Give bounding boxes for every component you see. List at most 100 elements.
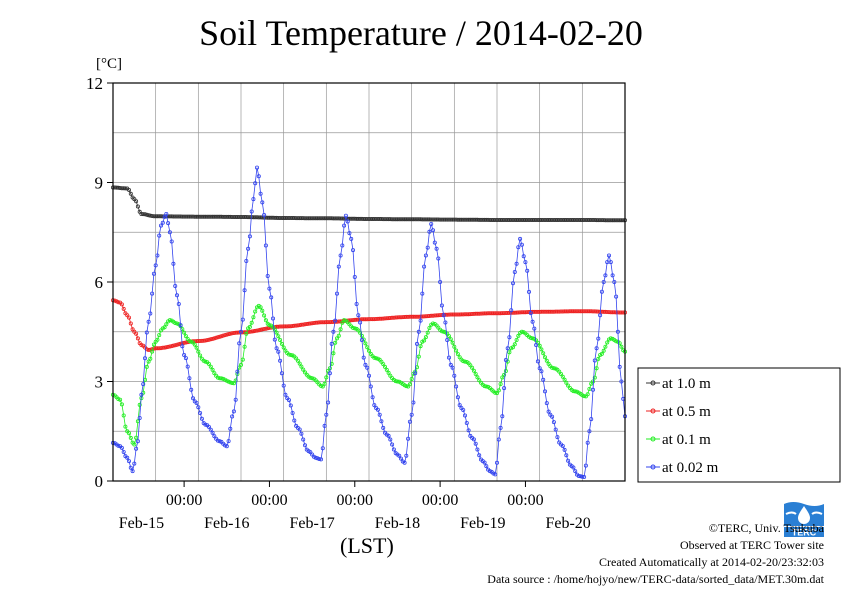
data-point <box>560 374 565 379</box>
data-point <box>226 332 231 337</box>
data-point <box>525 268 530 273</box>
data-point <box>128 435 133 440</box>
data-point <box>299 216 304 221</box>
data-point <box>324 375 329 380</box>
data-point <box>128 191 133 196</box>
data-point <box>134 331 139 336</box>
data-point <box>148 213 153 218</box>
data-point <box>313 455 318 460</box>
data-point <box>427 229 432 234</box>
legend-swatch-marker <box>650 408 656 414</box>
data-point <box>450 365 455 370</box>
legend-label: at 0.02 m <box>662 460 719 476</box>
data-point <box>281 345 286 350</box>
data-point <box>212 336 217 341</box>
data-point <box>475 375 480 380</box>
data-point <box>169 344 174 349</box>
data-point <box>119 445 124 450</box>
data-point <box>210 336 215 341</box>
data-point <box>116 300 121 305</box>
data-point <box>404 453 409 458</box>
data-point <box>510 281 515 286</box>
data-point <box>327 371 332 376</box>
data-point <box>160 220 165 225</box>
data-point <box>244 258 249 263</box>
data-point <box>500 375 505 380</box>
data-point <box>407 382 412 387</box>
data-point <box>301 322 306 327</box>
data-point <box>502 386 507 391</box>
data-point <box>308 321 313 326</box>
data-point <box>162 214 167 219</box>
data-point <box>199 416 204 421</box>
data-point <box>395 217 400 222</box>
data-point <box>493 472 498 477</box>
data-point <box>148 311 153 316</box>
data-point <box>212 371 217 376</box>
data-point <box>358 330 363 335</box>
data-point <box>350 318 355 323</box>
data-point <box>555 435 560 440</box>
data-point <box>308 216 313 221</box>
chart-title: Soil Temperature / 2014-02-20 <box>199 13 643 53</box>
credit-copyright: ©TERC, Univ. Tsukuba <box>708 521 824 535</box>
data-point <box>585 440 590 445</box>
data-point <box>398 315 403 320</box>
data-point <box>342 318 347 323</box>
data-point <box>212 434 217 439</box>
data-point <box>350 325 355 330</box>
data-point <box>356 313 361 318</box>
data-point <box>439 329 444 334</box>
data-point <box>525 310 530 315</box>
data-point <box>617 364 622 369</box>
data-point <box>454 217 459 222</box>
data-point <box>614 310 619 315</box>
data-point <box>365 345 370 350</box>
data-point <box>461 312 466 317</box>
data-point <box>482 460 487 465</box>
data-point <box>222 214 227 219</box>
data-point <box>381 316 386 321</box>
data-point <box>539 347 544 352</box>
data-point <box>571 389 576 394</box>
data-point <box>146 347 151 352</box>
data-point <box>210 367 215 372</box>
data-point <box>176 342 181 347</box>
data-point <box>519 329 524 334</box>
data-point <box>591 379 596 384</box>
data-point <box>281 383 286 388</box>
data-point <box>151 342 156 347</box>
data-point <box>475 447 480 452</box>
data-point <box>297 427 302 432</box>
data-point <box>358 216 363 221</box>
data-point <box>498 425 503 430</box>
data-point <box>429 313 434 318</box>
data-point <box>238 329 243 334</box>
data-point <box>454 384 459 389</box>
data-point <box>441 313 446 318</box>
data-point <box>484 464 489 469</box>
data-point <box>607 253 612 258</box>
data-point <box>260 308 265 313</box>
data-point <box>262 212 267 217</box>
x-tick-label: 00:00 <box>507 492 543 509</box>
data-point <box>219 334 224 339</box>
data-point <box>235 214 240 219</box>
data-point <box>599 289 604 294</box>
data-point <box>196 405 201 410</box>
data-point <box>494 460 499 465</box>
data-point <box>150 213 155 218</box>
data-point <box>448 337 453 342</box>
data-point <box>123 186 128 191</box>
data-point <box>295 358 300 363</box>
data-point <box>562 447 567 452</box>
series-line <box>112 167 626 478</box>
data-point <box>302 443 307 448</box>
data-point <box>258 191 263 196</box>
data-point <box>439 303 444 308</box>
data-point <box>326 400 331 405</box>
data-point <box>429 221 434 226</box>
data-point <box>256 328 261 333</box>
data-point <box>272 327 277 332</box>
data-point <box>478 311 483 316</box>
